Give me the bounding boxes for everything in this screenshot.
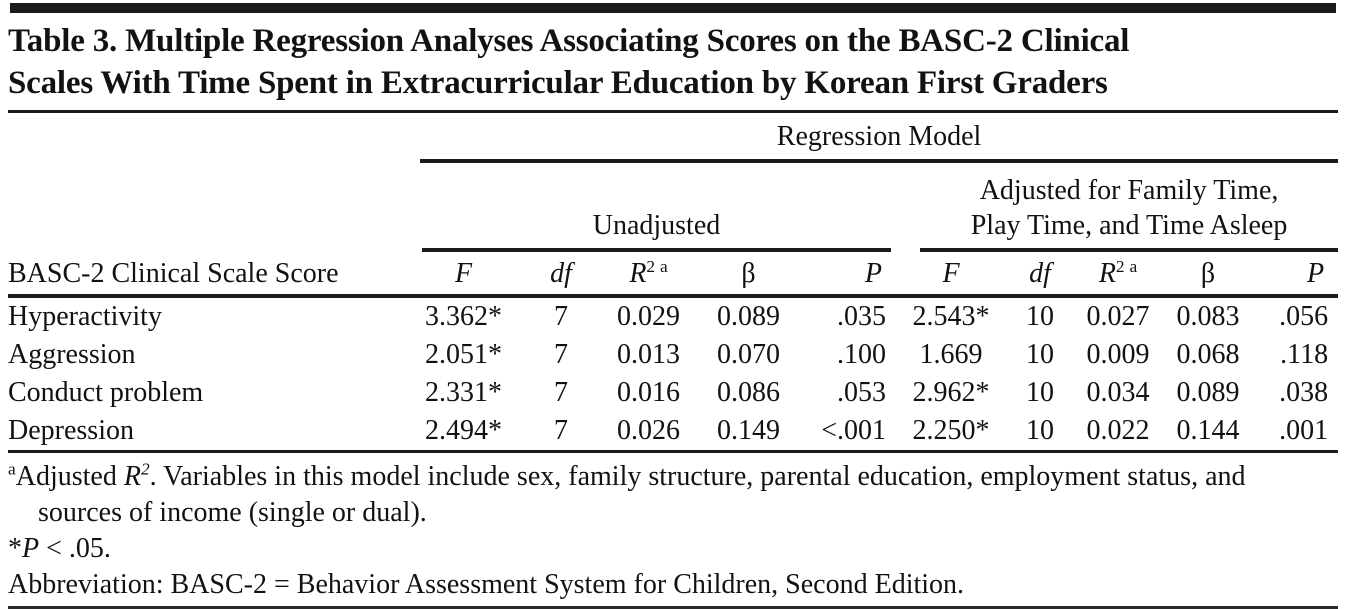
- cell-beta: 0.070: [717, 339, 780, 370]
- cell-beta: 0.086: [717, 377, 780, 408]
- caption-rule: [8, 110, 1338, 113]
- cell-f: 2.962*: [912, 377, 990, 408]
- cell-p: <.001: [801, 412, 896, 453]
- cell-p: .056: [1279, 301, 1329, 332]
- cell-f: 2.543*: [912, 301, 990, 332]
- cell-beta: 0.144: [1162, 412, 1254, 453]
- row-label: Depression: [8, 412, 406, 453]
- cell-df: 7: [554, 301, 568, 332]
- col-header-df-adjusted: df: [1006, 252, 1074, 298]
- table-caption: Table 3. Multiple Regression Analyses As…: [8, 20, 1338, 104]
- cell-f: 1.669: [919, 339, 983, 370]
- cell-r2: 0.022: [1074, 412, 1162, 453]
- table-row: Conduct problem 2.331* 7 0.016 0.086 .05…: [8, 374, 1338, 412]
- row-label: Hyperactivity: [8, 301, 162, 332]
- column-header-row: F df R2 a β P F df R2 a β P: [8, 252, 1339, 298]
- cell-beta: 0.089: [717, 301, 780, 332]
- adjusted-label-line1: Adjusted for Family Time,: [979, 175, 1279, 206]
- paper-table-page: Table 3. Multiple Regression Analyses As…: [0, 3, 1346, 609]
- row-label: Aggression: [8, 339, 136, 370]
- cell-df: 10: [1006, 412, 1074, 453]
- col-header-f-unadjusted: F: [406, 252, 521, 298]
- cell-beta: 0.149: [696, 412, 801, 453]
- top-rule: [10, 3, 1336, 13]
- adjusted-spanner: Adjusted for Family Time, Play Time, and…: [896, 163, 1339, 252]
- cell-df: 10: [1026, 377, 1054, 408]
- cell-r2: 0.013: [617, 339, 680, 370]
- table-row: Depression 2.494* 7 0.026 0.149 <.001 2.…: [8, 412, 1339, 453]
- cell-df: 7: [554, 377, 568, 408]
- footnote-significance: *P < .05.: [8, 533, 111, 564]
- cell-df: 7: [554, 339, 568, 370]
- col-header-beta-unadjusted: β: [696, 252, 801, 298]
- cell-p: .053: [837, 377, 886, 408]
- row-label: Conduct problem: [8, 377, 204, 408]
- footnote-adjusted-r2: aAdjusted R2. Variables in this model in…: [8, 459, 1246, 528]
- unadjusted-label: Unadjusted: [592, 210, 721, 241]
- cell-p: .100: [837, 339, 886, 370]
- cell-r2: 0.016: [617, 377, 680, 408]
- cell-beta: 0.083: [1176, 301, 1240, 332]
- cell-p: .035: [837, 301, 886, 332]
- cell-r2: 0.027: [1086, 301, 1150, 332]
- cell-r2: 0.029: [617, 301, 680, 332]
- table-row: Hyperactivity 3.362* 7 0.029 0.089 .035 …: [8, 296, 1338, 336]
- subgroup-header-row: Unadjusted Adjusted for Family Time, Pla…: [8, 163, 1339, 252]
- cell-df: 10: [1026, 301, 1054, 332]
- cell-f: 2.331*: [425, 377, 502, 408]
- cell-beta: 0.068: [1176, 339, 1240, 370]
- cell-f: 2.250*: [896, 412, 1006, 453]
- footnote-abbreviation: Abbreviation: BASC-2 = Behavior Assessme…: [8, 569, 965, 600]
- cell-p: .118: [1280, 339, 1329, 370]
- col-header-p-unadjusted: P: [801, 252, 896, 298]
- regression-model-label: Regression Model: [420, 121, 1339, 163]
- cell-df: 7: [521, 412, 601, 453]
- cell-f: 2.494*: [406, 412, 521, 453]
- cell-p: .038: [1279, 377, 1329, 408]
- table-caption-line2: Scales With Time Spent in Extracurricula…: [8, 65, 1108, 101]
- table-footnotes: aAdjusted R2. Variables in this model in…: [8, 459, 1338, 603]
- stub-column-header: BASC-2 Clinical Scale Score: [8, 113, 406, 298]
- group-header-row: BASC-2 Clinical Scale Score Regression M…: [8, 113, 1339, 298]
- regression-table: BASC-2 Clinical Scale Score Regression M…: [8, 113, 1339, 453]
- table-row: Aggression 2.051* 7 0.013 0.070 .100 1.6…: [8, 336, 1338, 374]
- cell-r2: 0.009: [1086, 339, 1150, 370]
- cell-beta: 0.089: [1176, 377, 1240, 408]
- col-header-df-unadjusted: df: [521, 252, 601, 298]
- col-header-r2-unadjusted: R2 a: [601, 252, 696, 298]
- cell-f: 3.362*: [425, 301, 502, 332]
- cell-f: 2.051*: [425, 339, 502, 370]
- col-header-f-adjusted: F: [896, 252, 1006, 298]
- unadjusted-spanner: Unadjusted: [406, 163, 896, 252]
- table-caption-line1: Table 3. Multiple Regression Analyses As…: [8, 23, 1130, 59]
- cell-df: 10: [1026, 339, 1054, 370]
- col-header-beta-adjusted: β: [1162, 252, 1254, 298]
- cell-p: .001: [1254, 412, 1339, 453]
- adjusted-label-line2: Play Time, and Time Asleep: [970, 210, 1288, 241]
- cell-r2: 0.034: [1086, 377, 1150, 408]
- cell-r2: 0.026: [601, 412, 696, 453]
- col-header-r2-adjusted: R2 a: [1074, 252, 1162, 298]
- col-header-p-adjusted: P: [1254, 252, 1339, 298]
- regression-model-spanner: Regression Model: [406, 113, 1339, 163]
